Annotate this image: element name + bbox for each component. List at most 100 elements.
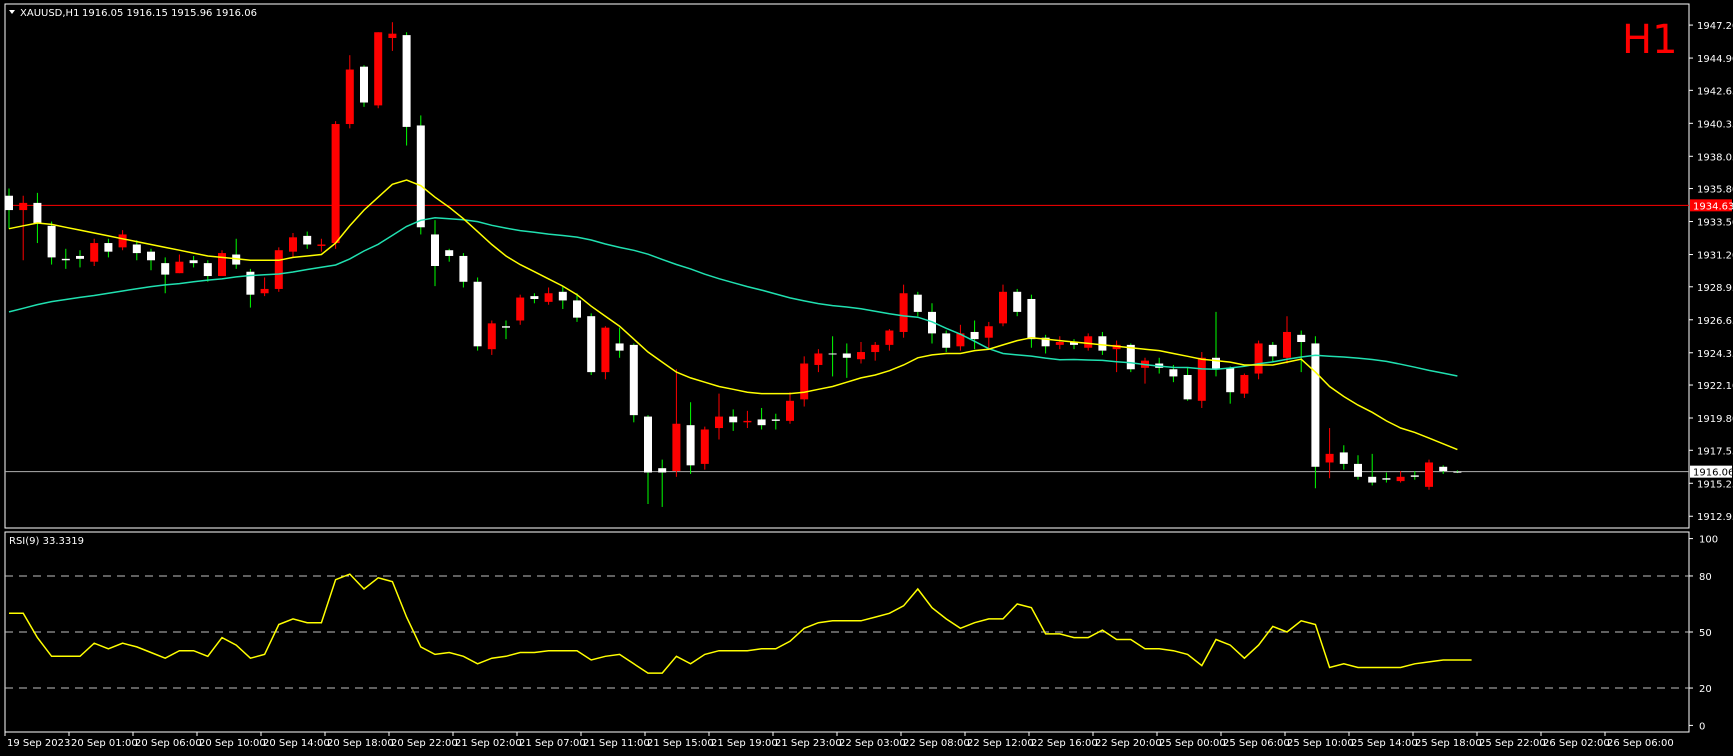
price-tick-label: 1917.55: [1697, 446, 1733, 457]
candle: [161, 257, 170, 294]
candle: [360, 65, 368, 107]
candle: [1254, 340, 1263, 380]
candle: [502, 320, 510, 340]
candle-body: [786, 400, 794, 421]
candle: [147, 248, 155, 271]
time-tick-label: 22 Sep 08:00: [903, 738, 970, 749]
candle: [1240, 373, 1249, 398]
candle-body: [516, 297, 525, 321]
time-tick-label: 22 Sep 16:00: [1031, 738, 1098, 749]
candle-body: [487, 323, 496, 350]
candle-body: [1070, 342, 1078, 345]
candle-body: [317, 244, 326, 246]
candle: [76, 250, 84, 268]
candle-body: [289, 237, 297, 252]
candle-body: [502, 326, 510, 328]
candle-body: [1169, 369, 1178, 377]
time-tick-label: 26 Sep 02:00: [1543, 738, 1610, 749]
candle-body: [1268, 344, 1277, 357]
rsi-tick-label: 80: [1699, 572, 1712, 583]
candle: [771, 413, 780, 430]
rsi-tick-label: 20: [1699, 684, 1712, 695]
candle-body: [1027, 298, 1036, 340]
time-tick-label: 21 Sep 02:00: [455, 738, 522, 749]
candle: [942, 330, 951, 353]
candle-body: [360, 66, 368, 103]
dropdown-triangle-icon[interactable]: [9, 10, 15, 14]
rsi-axis: 100 80 50 20 0: [1689, 535, 1718, 732]
price-tick-label: 1947.20: [1697, 21, 1733, 32]
candle: [1055, 336, 1064, 350]
candle: [1410, 471, 1419, 480]
candle-body: [47, 225, 56, 258]
candle-body: [928, 311, 936, 334]
candle: [1183, 367, 1192, 401]
candle-body: [757, 419, 766, 426]
candle: [303, 231, 312, 249]
candle: [899, 284, 908, 338]
rsi-tick-label: 0: [1699, 721, 1705, 732]
candle-body: [1183, 374, 1192, 400]
candle: [5, 188, 13, 229]
candle-body: [970, 331, 979, 340]
candle: [956, 324, 965, 351]
candle: [686, 402, 695, 474]
candle: [544, 287, 553, 305]
candle-body: [1041, 337, 1050, 347]
candle-body: [331, 124, 340, 244]
candle-body: [1339, 452, 1348, 464]
ma-fast-line: [8, 179, 1458, 451]
candle-body: [913, 294, 922, 312]
candle: [928, 303, 936, 344]
time-tick-label: 21 Sep 15:00: [647, 738, 714, 749]
candle: [743, 410, 752, 429]
candle: [516, 294, 525, 325]
candle-body: [118, 234, 127, 248]
candle: [814, 349, 823, 373]
time-tick-label: 25 Sep 10:00: [1287, 738, 1354, 749]
rsi-title: RSI(9) 33.3319: [9, 536, 84, 547]
price-tick-label: 1919.80: [1697, 414, 1733, 425]
candle-body: [1297, 334, 1306, 343]
candle: [402, 32, 411, 146]
candle-body: [601, 327, 610, 373]
candle-body: [899, 293, 908, 332]
candle-body: [658, 468, 667, 473]
candle-body: [1439, 466, 1448, 472]
candle: [530, 293, 539, 304]
candle-body: [33, 202, 42, 223]
candle: [672, 369, 681, 477]
candle: [374, 32, 383, 109]
candle-body: [558, 291, 567, 301]
price-level-label: 1934.63: [1693, 201, 1733, 212]
candle: [1212, 311, 1220, 377]
candle: [1027, 294, 1036, 348]
candle: [1325, 428, 1334, 479]
candle-body: [686, 425, 695, 466]
candle-body: [857, 352, 865, 360]
candle: [1297, 330, 1306, 373]
candle: [913, 291, 922, 317]
candle: [118, 230, 127, 251]
candle-body: [573, 300, 581, 318]
candle-body: [885, 330, 894, 345]
candle: [1268, 342, 1277, 363]
price-tick-label: 1926.65: [1697, 316, 1733, 327]
candle-body: [715, 416, 723, 429]
price-tick-label: 1915.25: [1697, 479, 1733, 490]
candle-body: [1453, 471, 1462, 473]
candle-body: [76, 255, 84, 259]
candle: [445, 248, 454, 262]
candle: [260, 277, 269, 297]
candle: [658, 459, 667, 507]
candle: [700, 426, 709, 470]
candle-body: [1311, 343, 1320, 467]
candle-body: [644, 416, 652, 473]
candle: [1339, 445, 1348, 470]
candle: [644, 415, 652, 505]
price-tick-label: 1933.50: [1697, 218, 1733, 229]
candle: [601, 326, 610, 380]
candle-body: [473, 281, 482, 347]
candle: [1311, 336, 1320, 489]
price-level-tag: [1690, 465, 1732, 478]
